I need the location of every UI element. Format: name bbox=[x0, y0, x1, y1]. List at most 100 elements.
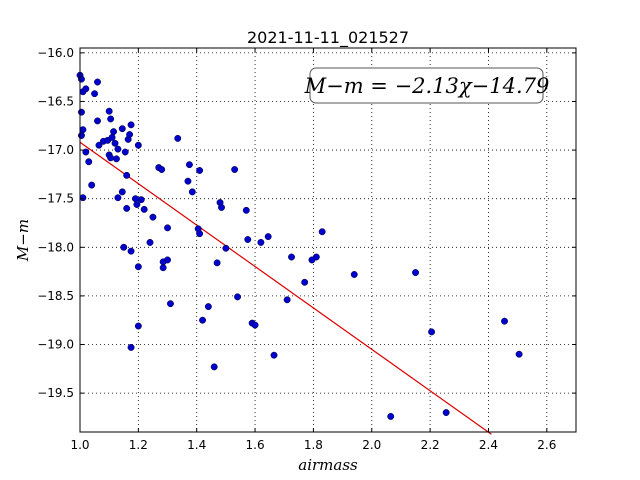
data-point bbox=[515, 350, 523, 358]
y-tick-label: −16.0 bbox=[37, 46, 74, 60]
data-point bbox=[185, 161, 193, 169]
data-point bbox=[149, 213, 157, 221]
data-point bbox=[85, 158, 93, 166]
data-point bbox=[127, 247, 135, 255]
fit-line bbox=[79, 141, 492, 435]
annotation-text: M−m = −2.13χ−14.79 bbox=[304, 74, 550, 98]
data-point bbox=[88, 181, 96, 189]
data-point bbox=[159, 264, 167, 272]
x-axis-label: airmass bbox=[298, 456, 358, 474]
data-point bbox=[113, 155, 120, 163]
x-tick-label: 2.6 bbox=[537, 438, 556, 452]
y-tick-label: −19.0 bbox=[37, 338, 74, 352]
y-tick-label: −19.5 bbox=[37, 386, 74, 400]
x-tick-label: 1.0 bbox=[70, 438, 89, 452]
y-tick-label: −18.0 bbox=[37, 240, 74, 254]
data-point bbox=[123, 204, 131, 212]
data-point bbox=[107, 115, 115, 123]
data-point bbox=[94, 78, 101, 86]
x-tick-label: 1.4 bbox=[187, 438, 206, 452]
x-tick-label: 1.8 bbox=[304, 438, 323, 452]
y-tick-label: −17.5 bbox=[37, 192, 74, 206]
data-point bbox=[121, 148, 129, 156]
data-point bbox=[131, 195, 139, 203]
y-tick-label: −17.0 bbox=[37, 143, 74, 157]
data-point bbox=[126, 131, 134, 138]
data-point bbox=[107, 154, 115, 162]
data-point bbox=[134, 263, 142, 271]
annotation-box bbox=[309, 67, 544, 104]
data-point bbox=[204, 303, 212, 311]
data-point bbox=[108, 133, 116, 141]
x-tick-label: 2.0 bbox=[362, 438, 381, 452]
data-point bbox=[196, 167, 204, 174]
data-point bbox=[283, 296, 291, 304]
data-point bbox=[110, 128, 118, 136]
plot-frame bbox=[79, 47, 577, 433]
data-point bbox=[164, 256, 171, 264]
data-point bbox=[146, 238, 154, 246]
data-point bbox=[196, 230, 204, 238]
data-point bbox=[95, 141, 103, 149]
data-point bbox=[118, 125, 126, 133]
data-point bbox=[174, 134, 182, 142]
data-point bbox=[133, 201, 141, 208]
data-point bbox=[127, 343, 135, 351]
data-point bbox=[312, 253, 320, 261]
equation-annotation: M−m = −2.13χ−14.79 bbox=[304, 67, 550, 104]
data-point bbox=[114, 145, 122, 153]
data-point bbox=[242, 206, 250, 214]
data-point bbox=[288, 253, 295, 261]
data-point bbox=[428, 328, 436, 336]
x-tick-label: 1.6 bbox=[246, 438, 265, 452]
data-point bbox=[218, 203, 225, 211]
data-point bbox=[387, 412, 395, 420]
data-point bbox=[184, 177, 192, 185]
data-point bbox=[188, 188, 196, 196]
data-point bbox=[78, 75, 85, 83]
data-point bbox=[234, 293, 242, 301]
data-point bbox=[78, 108, 85, 116]
x-tick-label: 2.4 bbox=[479, 438, 498, 452]
y-tick-label: −16.5 bbox=[37, 94, 74, 108]
data-point bbox=[442, 409, 450, 417]
data-point bbox=[79, 194, 87, 202]
data-point bbox=[105, 107, 113, 115]
data-point bbox=[222, 244, 230, 252]
data-point bbox=[251, 321, 259, 329]
data-point bbox=[257, 238, 265, 246]
data-point bbox=[127, 121, 135, 129]
data-point bbox=[123, 171, 131, 179]
data-point bbox=[82, 85, 90, 93]
data-point bbox=[166, 300, 174, 308]
data-point bbox=[501, 317, 508, 325]
data-point bbox=[199, 316, 206, 324]
data-point bbox=[244, 236, 252, 243]
data-point bbox=[264, 233, 272, 241]
data-point bbox=[111, 139, 119, 147]
data-point bbox=[134, 322, 142, 330]
data-point bbox=[118, 188, 126, 196]
data-points-layer bbox=[76, 71, 523, 420]
fit-line-layer bbox=[79, 141, 492, 435]
data-point bbox=[164, 224, 171, 232]
data-point bbox=[158, 166, 166, 173]
data-point bbox=[301, 278, 309, 286]
grid-layer bbox=[80, 48, 576, 432]
y-axis-label: M−m bbox=[14, 219, 32, 262]
data-point bbox=[137, 196, 145, 204]
chart-title: 2021-11-11_021527 bbox=[247, 28, 409, 48]
y-tick-label: −18.5 bbox=[37, 289, 74, 303]
data-point bbox=[210, 363, 218, 371]
data-point bbox=[78, 132, 85, 139]
data-point bbox=[231, 166, 239, 173]
data-point bbox=[120, 243, 128, 251]
data-point bbox=[350, 271, 358, 278]
x-tick-label: 1.2 bbox=[129, 438, 148, 452]
x-tick-label: 2.2 bbox=[421, 438, 440, 452]
data-point bbox=[79, 126, 87, 134]
data-point bbox=[270, 351, 278, 359]
data-point bbox=[140, 205, 148, 213]
data-point bbox=[318, 228, 326, 236]
